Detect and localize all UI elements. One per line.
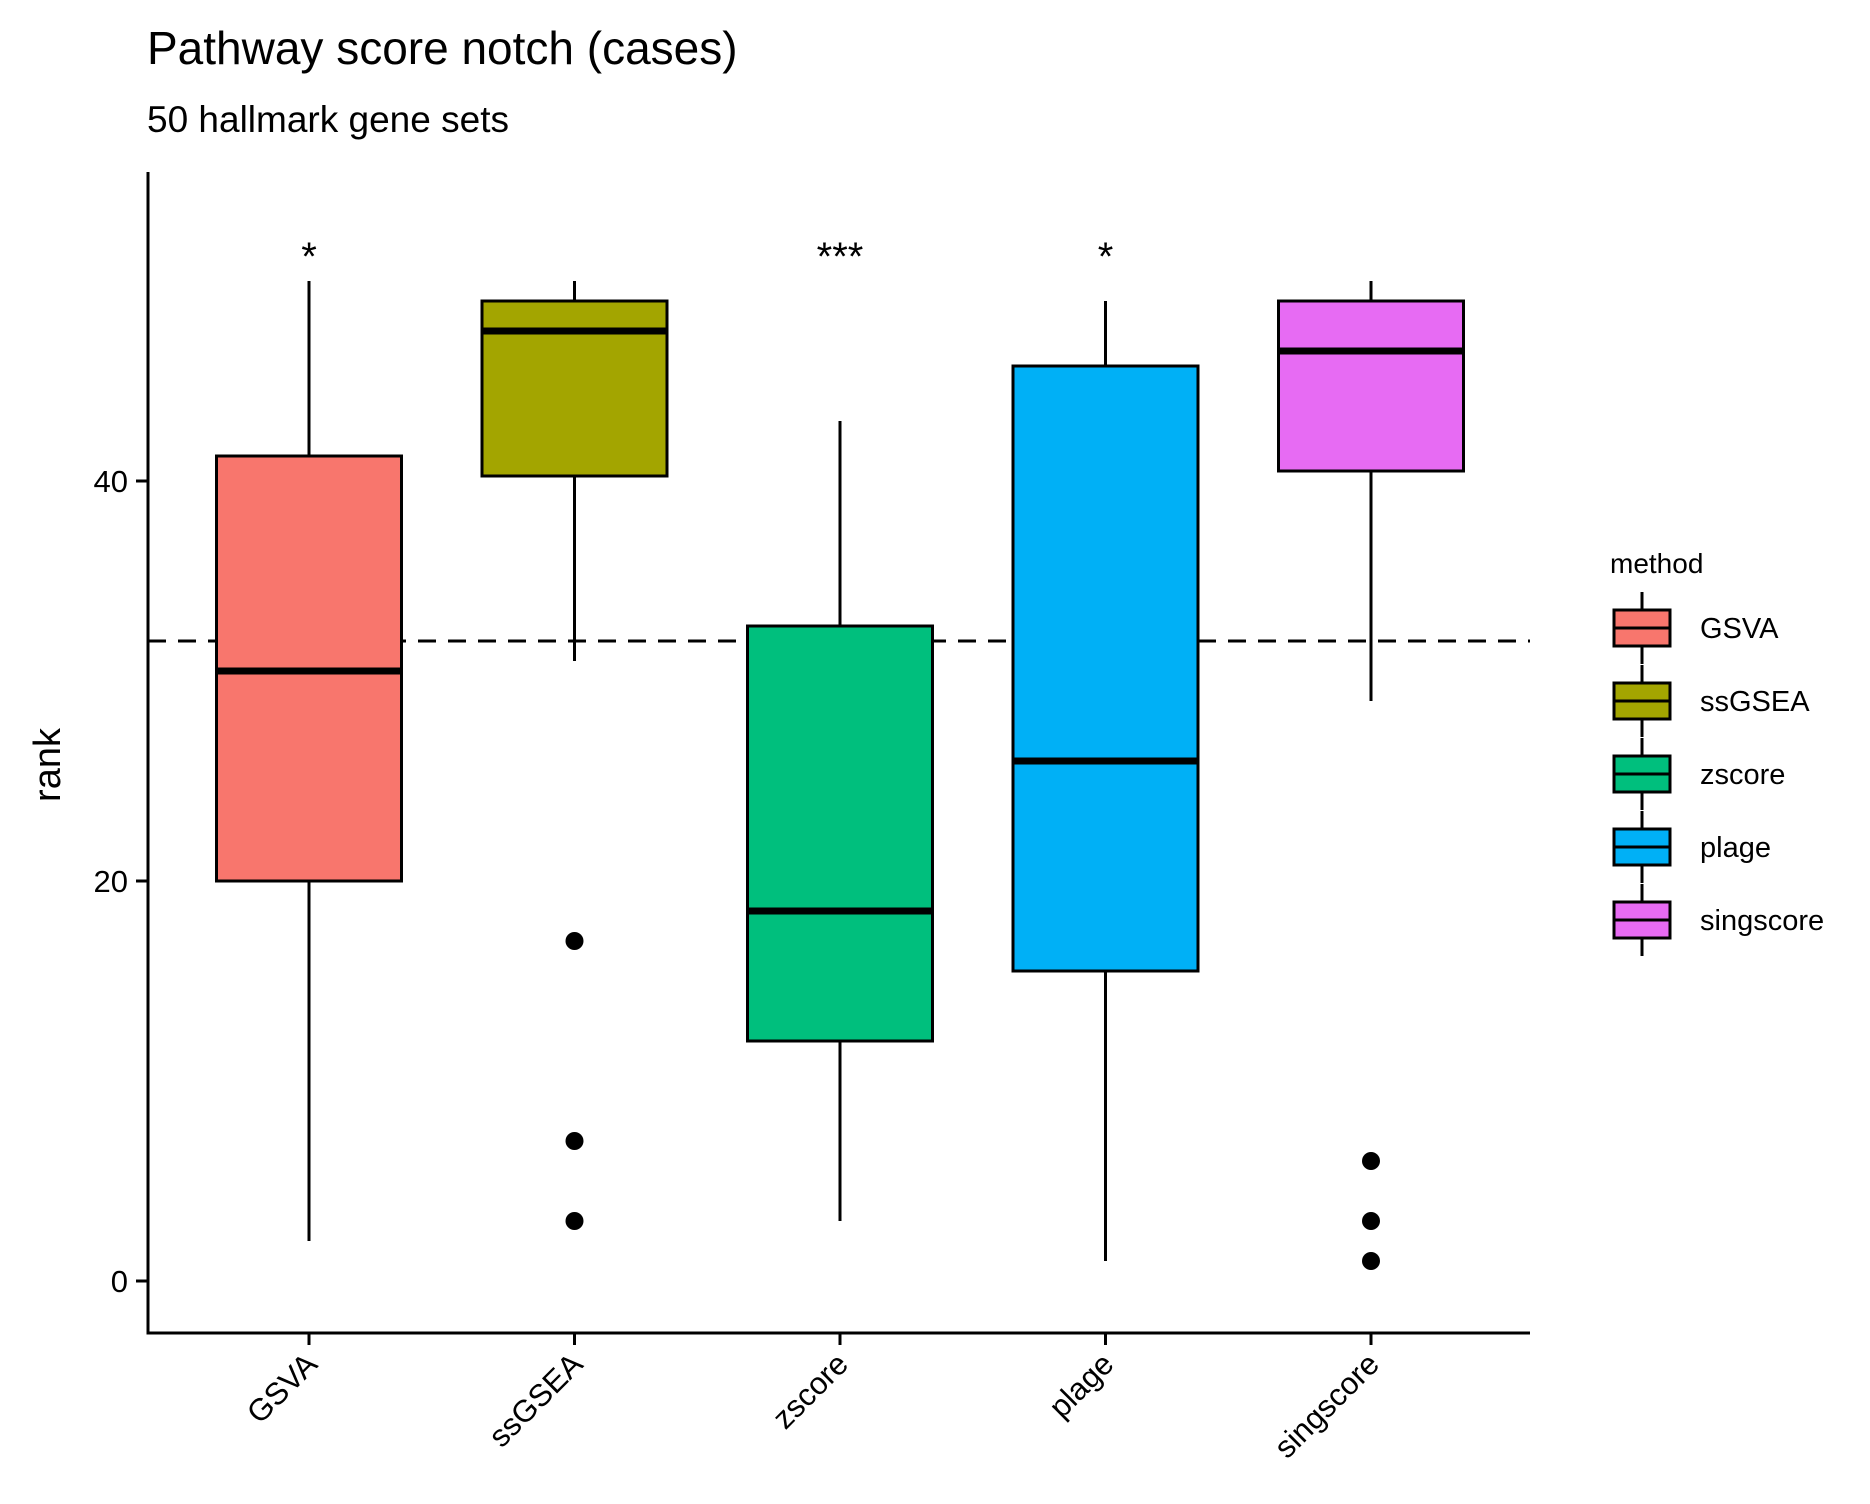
box-body xyxy=(1277,299,1465,473)
x-tick-label: ssGSEA xyxy=(482,1346,590,1454)
significance-label: *** xyxy=(817,235,864,279)
legend-item-GSVA: GSVA xyxy=(1612,592,1779,664)
box-singscore xyxy=(1277,281,1465,1270)
legend-item-ssGSEA: ssGSEA xyxy=(1612,665,1810,737)
legend-label: GSVA xyxy=(1700,613,1779,645)
box-GSVA: * xyxy=(215,235,403,1241)
outlier-point xyxy=(565,1212,584,1230)
outlier-point xyxy=(1362,1252,1380,1270)
legend-label: zscore xyxy=(1700,759,1785,791)
outlier-point xyxy=(565,932,584,950)
box-plage: * xyxy=(1011,235,1200,1261)
legend-item-singscore: singscore xyxy=(1612,884,1824,956)
box-body xyxy=(1011,364,1200,973)
legend-label: plage xyxy=(1700,832,1771,864)
box-ssGSEA xyxy=(480,281,669,1230)
y-tick-label: 20 xyxy=(94,864,128,899)
y-tick-label: 0 xyxy=(111,1264,128,1299)
significance-label: * xyxy=(1098,235,1114,279)
legend-label: ssGSEA xyxy=(1700,686,1810,718)
box-zscore: *** xyxy=(746,235,934,1221)
x-tick-label: GSVA xyxy=(240,1346,324,1430)
legend-item-plage: plage xyxy=(1612,811,1771,883)
boxes-group: * *** * xyxy=(215,235,1465,1270)
outlier-point xyxy=(1362,1152,1380,1170)
outlier-point xyxy=(1362,1212,1380,1230)
x-tick-label: plage xyxy=(1042,1346,1120,1424)
y-tick-label: 40 xyxy=(94,464,128,499)
significance-label: * xyxy=(301,235,317,279)
box-body xyxy=(480,299,669,478)
outlier-point xyxy=(565,1132,584,1150)
x-tick-label: singscore xyxy=(1267,1346,1386,1465)
legend-item-zscore: zscore xyxy=(1612,738,1785,810)
legend: method GSVA ssGSEA zscore plage singscore xyxy=(1610,548,1824,956)
y-axis-label: rank xyxy=(27,727,69,802)
legend-title: method xyxy=(1610,548,1703,579)
x-tick-label: zscore xyxy=(766,1346,855,1435)
legend-label: singscore xyxy=(1700,905,1824,937)
chart-subtitle: 50 hallmark gene sets xyxy=(147,99,509,140)
box-body xyxy=(746,624,934,1043)
chart-title: Pathway score notch (cases) xyxy=(147,22,738,74)
